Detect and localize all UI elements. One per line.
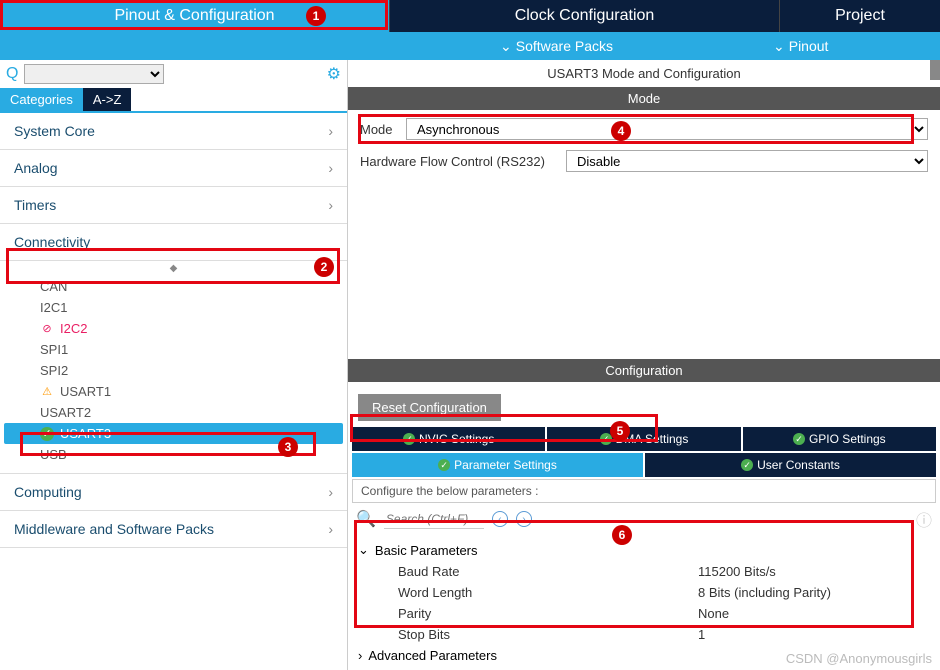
gear-icon[interactable]: ⚙	[327, 64, 341, 84]
peripheral-usart3[interactable]: ✓USART3	[4, 423, 343, 444]
config-panel: USART3 Mode and Configuration Mode Mode …	[348, 60, 940, 670]
tab-parameter-settings[interactable]: ✓Parameter Settings	[352, 453, 643, 477]
chevron-right-icon: ›	[328, 160, 333, 176]
param-parity[interactable]: ParityNone	[358, 603, 930, 624]
collapse-icon[interactable]: ◆	[0, 261, 347, 276]
basic-parameters-group[interactable]: ⌄Basic Parameters	[358, 539, 930, 561]
category-system-core[interactable]: System Core›	[0, 113, 347, 150]
chevron-right-icon: ›	[328, 484, 333, 500]
check-icon: ✓	[741, 459, 753, 471]
category-timers[interactable]: Timers›	[0, 187, 347, 224]
param-baud-rate[interactable]: Baud Rate115200 Bits/s	[358, 561, 930, 582]
peripheral-i2c1[interactable]: I2C1	[0, 297, 347, 318]
watermark: CSDN @Anonymousgirls	[786, 651, 932, 666]
sub-toolbar: ⌄Software Packs ⌄Pinout	[0, 32, 940, 60]
configuration-header: Configuration	[348, 359, 940, 382]
check-icon: ✓	[403, 433, 415, 445]
tab-clock-config[interactable]: Clock Configuration	[390, 0, 780, 32]
tab-a-to-z[interactable]: A->Z	[83, 88, 132, 111]
scrollbar[interactable]	[930, 60, 940, 80]
check-icon: ✓	[600, 433, 612, 445]
blocked-icon: ⊘	[40, 322, 54, 336]
chevron-down-icon: ⌄	[773, 38, 785, 55]
param-search-input[interactable]	[384, 510, 484, 529]
peripheral-spi2[interactable]: SPI2	[0, 360, 347, 381]
peripheral-can[interactable]: CAN	[0, 276, 347, 297]
search-icon[interactable]: 🔍	[356, 509, 376, 529]
category-connectivity[interactable]: Connectivity	[0, 224, 347, 261]
tab-pinout-config[interactable]: Pinout & Configuration	[0, 0, 390, 32]
peripheral-i2c2[interactable]: ⊘I2C2	[0, 318, 347, 339]
mode-header: Mode	[348, 87, 940, 110]
software-packs-dropdown[interactable]: ⌄Software Packs	[500, 38, 613, 55]
tab-dma-settings[interactable]: ✓DMA Settings	[547, 427, 740, 451]
info-icon[interactable]: ⓘ	[916, 507, 932, 531]
peripheral-usart2[interactable]: USART2	[0, 402, 347, 423]
param-word-length[interactable]: Word Length8 Bits (including Parity)	[358, 582, 930, 603]
peripheral-usart1[interactable]: ⚠USART1	[0, 381, 347, 402]
param-instructions: Configure the below parameters :	[352, 479, 936, 503]
chevron-right-icon: ›	[328, 123, 333, 139]
tab-user-constants[interactable]: ✓User Constants	[645, 453, 936, 477]
config-title: USART3 Mode and Configuration	[348, 60, 940, 87]
pinout-dropdown[interactable]: ⌄Pinout	[773, 38, 828, 55]
prev-icon[interactable]: ‹	[492, 511, 508, 527]
next-icon[interactable]: ›	[516, 511, 532, 527]
hw-flow-select[interactable]: Disable	[566, 150, 928, 172]
peripheral-usb[interactable]: USB	[0, 444, 347, 465]
tab-categories[interactable]: Categories	[0, 88, 83, 111]
check-icon: ✓	[438, 459, 450, 471]
expand-icon: ⌄	[358, 542, 369, 558]
category-computing[interactable]: Computing›	[0, 474, 347, 511]
chevron-down-icon: ⌄	[500, 38, 512, 55]
check-icon: ✓	[793, 433, 805, 445]
category-middleware[interactable]: Middleware and Software Packs›	[0, 511, 347, 548]
warning-icon: ⚠	[40, 385, 54, 399]
main-tabs: Pinout & Configuration Clock Configurati…	[0, 0, 940, 32]
peripheral-spi1[interactable]: SPI1	[0, 339, 347, 360]
mode-select[interactable]: Asynchronous	[406, 118, 928, 140]
search-icon[interactable]: Q	[6, 65, 18, 83]
chevron-right-icon: ›	[328, 197, 333, 213]
hw-flow-label: Hardware Flow Control (RS232)	[360, 154, 560, 169]
tab-nvic-settings[interactable]: ✓NVIC Settings	[352, 427, 545, 451]
category-analog[interactable]: Analog›	[0, 150, 347, 187]
tab-project[interactable]: Project	[780, 0, 940, 32]
expand-icon: ›	[358, 648, 362, 663]
search-combo[interactable]	[24, 64, 164, 84]
check-icon: ✓	[40, 427, 54, 441]
chevron-right-icon: ›	[328, 521, 333, 537]
left-sidebar: Q ⚙ Categories A->Z System Core› Analog›…	[0, 60, 348, 670]
mode-label: Mode	[360, 122, 400, 137]
param-stop-bits[interactable]: Stop Bits1	[358, 624, 930, 645]
reset-configuration-button[interactable]: Reset Configuration	[358, 394, 501, 421]
tab-gpio-settings[interactable]: ✓GPIO Settings	[743, 427, 936, 451]
